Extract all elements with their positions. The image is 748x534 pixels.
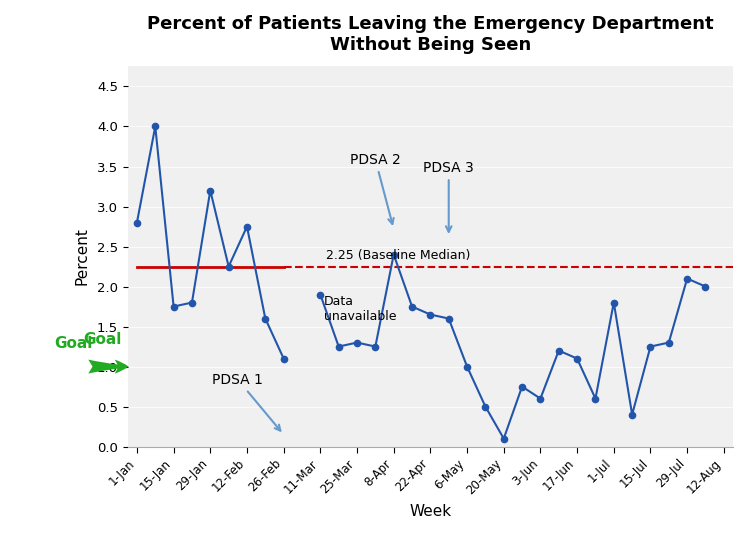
Y-axis label: Percent: Percent	[75, 227, 90, 286]
Text: PDSA 1: PDSA 1	[212, 373, 280, 431]
Text: 2.25 (Baseline Median): 2.25 (Baseline Median)	[326, 249, 470, 262]
Text: Goal: Goal	[54, 336, 93, 351]
Text: PDSA 2: PDSA 2	[350, 153, 401, 224]
Text: Data
unavailable: Data unavailable	[324, 295, 396, 323]
X-axis label: Week: Week	[409, 504, 452, 519]
Text: Goal: Goal	[84, 332, 122, 347]
Title: Percent of Patients Leaving the Emergency Department
Without Being Seen: Percent of Patients Leaving the Emergenc…	[147, 15, 714, 54]
Text: PDSA 3: PDSA 3	[423, 161, 474, 232]
